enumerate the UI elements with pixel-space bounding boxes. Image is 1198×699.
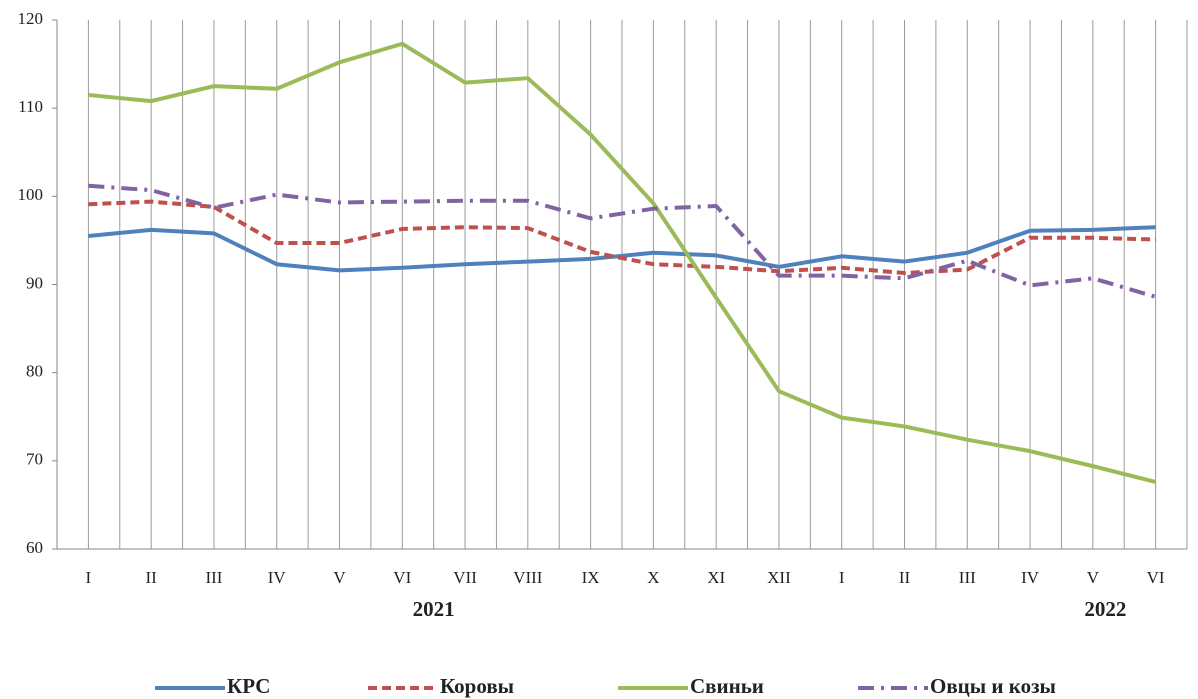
x-tick-label: IX: [582, 568, 600, 587]
x-tick-label: IV: [268, 568, 287, 587]
x-tick-label: VI: [393, 568, 411, 587]
x-tick-label: XI: [707, 568, 725, 587]
legend-label: Овцы и козы: [930, 674, 1056, 698]
series-line: [88, 199, 1156, 276]
y-tick-label: 120: [18, 9, 44, 28]
x-tick-label: VIII: [513, 568, 543, 587]
x-tick-label: V: [333, 568, 346, 587]
x-tick-label: II: [146, 568, 158, 587]
x-tick-label: III: [205, 568, 222, 587]
series-line: [88, 41, 1157, 484]
y-tick-label: 90: [26, 273, 43, 292]
y-tick-label: 80: [26, 362, 43, 381]
x-tick-label: I: [839, 568, 845, 587]
year-label: 2021: [413, 597, 455, 621]
x-tick-label: XII: [767, 568, 791, 587]
x-tick-label: VI: [1147, 568, 1165, 587]
x-tick-label: III: [959, 568, 976, 587]
y-tick-label: 100: [18, 185, 44, 204]
x-tick-label: V: [1087, 568, 1100, 587]
year-label: 2022: [1084, 597, 1126, 621]
x-tick-label: X: [647, 568, 659, 587]
legend-label: КРС: [227, 674, 270, 698]
x-tick-label: I: [86, 568, 92, 587]
x-tick-label: II: [899, 568, 911, 587]
y-tick-label: 70: [26, 450, 43, 469]
legend-label: Коровы: [440, 674, 514, 698]
x-tick-label: VII: [453, 568, 477, 587]
y-tick-label: 110: [18, 97, 43, 116]
series-line: [88, 183, 1157, 299]
series-line: [88, 225, 1156, 273]
x-tick-label: IV: [1021, 568, 1040, 587]
legend-label: Свиньи: [690, 674, 764, 698]
y-tick-label: 60: [26, 538, 43, 557]
